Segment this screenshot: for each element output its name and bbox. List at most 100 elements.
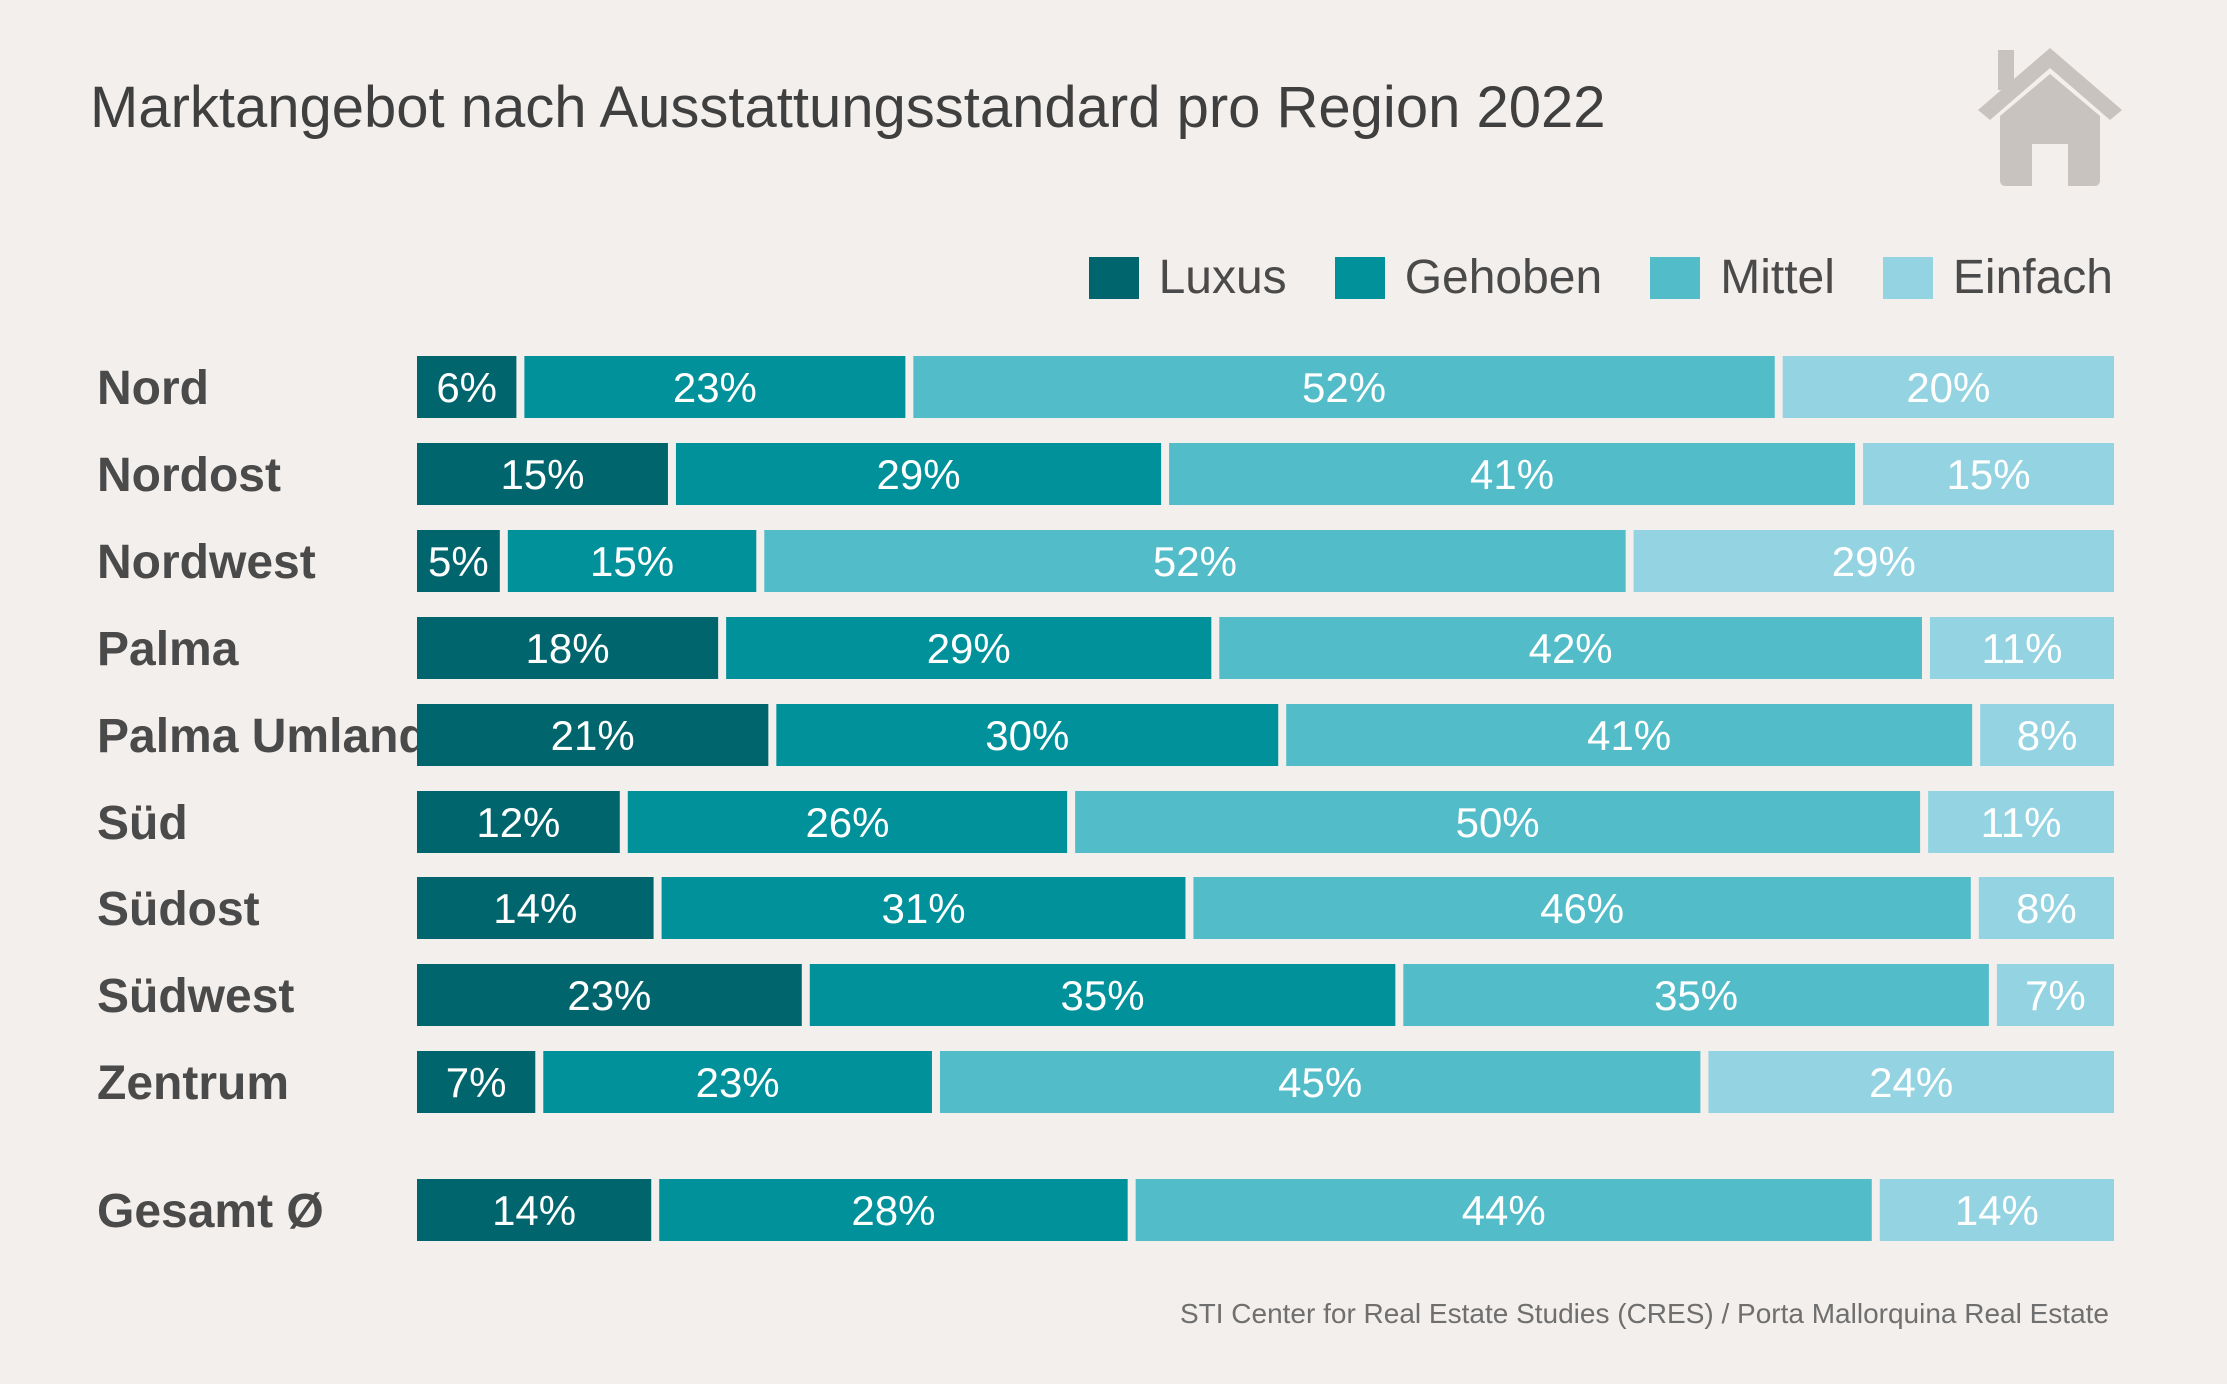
chart-title: Marktangebot nach Ausstattungsstandard p… (90, 75, 1606, 140)
house-icon (1978, 48, 2122, 186)
value-label-gesamt-avg-gehoben: 28% (851, 1187, 935, 1234)
bar-nordost-mittel (1169, 443, 1856, 505)
bar-zentrum-luxus (417, 1051, 536, 1113)
bar-südost-luxus (417, 877, 654, 939)
bar-palma-umland-einfach (1980, 704, 2114, 766)
value-label-südwest-luxus: 23% (567, 972, 651, 1019)
value-label-nordost-gehoben: 29% (877, 451, 961, 498)
value-label-palma-gehoben: 29% (927, 625, 1011, 672)
value-label-süd-luxus: 12% (476, 799, 560, 846)
value-label-nordost-luxus: 15% (500, 451, 584, 498)
legend: Luxus Gehoben Mittel Einfach (1088, 250, 2113, 305)
category-label-zentrum: Zentrum (97, 1057, 289, 1110)
bar-nord-mittel (913, 356, 1775, 418)
legend-item-einfach: Einfach (1882, 250, 2113, 305)
bar-süd-luxus (417, 791, 620, 853)
bar-südwest-mittel (1403, 964, 1989, 1026)
legend-item-mittel: Mittel (1650, 250, 1835, 305)
value-label-zentrum-einfach: 24% (1869, 1059, 1953, 1106)
bar-süd-gehoben (627, 791, 1068, 853)
value-label-zentrum-luxus: 7% (446, 1059, 507, 1106)
value-label-palma-umland-einfach: 8% (2017, 712, 2078, 759)
bar-zentrum-gehoben (543, 1051, 932, 1113)
value-label-gesamt-avg-mittel: 44% (1462, 1187, 1546, 1234)
value-label-süd-einfach: 11% (1981, 799, 2062, 846)
legend-item-gehoben: Gehoben (1334, 250, 1603, 305)
value-label-gesamt-avg-einfach: 14% (1955, 1187, 2039, 1234)
value-label-nord-gehoben: 23% (673, 364, 757, 411)
legend-swatch-gehoben (1334, 256, 1385, 299)
value-label-palma-umland-mittel: 41% (1587, 712, 1671, 759)
value-label-südost-mittel: 46% (1540, 885, 1624, 932)
bar-nord-luxus (417, 356, 517, 418)
bar-nord-einfach (1782, 356, 2114, 418)
legend-item-luxus: Luxus (1088, 250, 1287, 305)
category-label-süd: Süd (97, 797, 188, 850)
value-label-nordost-mittel: 41% (1470, 451, 1554, 498)
category-label-gesamt-avg: Gesamt Ø (97, 1185, 324, 1238)
value-label-südost-einfach: 8% (2016, 885, 2077, 932)
bar-palma-umland-gehoben (776, 704, 1279, 766)
value-label-südwest-gehoben: 35% (1061, 972, 1145, 1019)
value-label-südwest-einfach: 7% (2025, 972, 2086, 1019)
category-label-südwest: Südwest (97, 970, 294, 1023)
bar-nordost-luxus (417, 443, 668, 505)
value-label-zentrum-gehoben: 23% (696, 1059, 780, 1106)
bar-südost-mittel (1193, 877, 1971, 939)
bar-gesamt-avg-luxus (417, 1179, 652, 1241)
bar-nord-gehoben (524, 356, 906, 418)
legend-swatch-luxus (1088, 256, 1139, 299)
category-label-nordost: Nordost (97, 449, 281, 502)
bar-nordwest-einfach (1633, 530, 2114, 592)
bar-palma-mittel (1219, 617, 1922, 679)
value-label-palma-umland-luxus: 21% (551, 712, 635, 759)
value-label-palma-luxus: 18% (526, 625, 610, 672)
value-label-gesamt-avg-luxus: 14% (492, 1187, 576, 1234)
value-label-palma-umland-gehoben: 30% (985, 712, 1069, 759)
bar-südwest-luxus (417, 964, 802, 1026)
value-label-südost-gehoben: 31% (881, 885, 965, 932)
value-label-südwest-mittel: 35% (1654, 972, 1738, 1019)
bar-zentrum-einfach (1708, 1051, 2114, 1113)
value-label-palma-mittel: 42% (1529, 625, 1613, 672)
value-label-nordost-einfach: 15% (1946, 451, 2030, 498)
legend-swatch-einfach (1882, 256, 1933, 299)
value-label-süd-gehoben: 26% (805, 799, 889, 846)
bar-gesamt-avg-mittel (1135, 1179, 1872, 1241)
bar-nordost-gehoben (675, 443, 1162, 505)
bar-nordwest-luxus (417, 530, 500, 592)
bar-südost-einfach (1978, 877, 2114, 939)
legend-label-gehoben: Gehoben (1404, 251, 1603, 304)
bar-süd-einfach (1928, 791, 2114, 853)
value-label-südost-luxus: 14% (493, 885, 577, 932)
category-label-südost: Südost (97, 883, 260, 936)
bar-gesamt-avg-gehoben (659, 1179, 1128, 1241)
legend-label-einfach: Einfach (1952, 251, 2113, 304)
value-label-süd-mittel: 50% (1456, 799, 1540, 846)
legend-swatch-mittel (1650, 256, 1701, 299)
value-label-zentrum-mittel: 45% (1278, 1059, 1362, 1106)
bar-nordwest-mittel (764, 530, 1626, 592)
value-label-nordwest-mittel: 52% (1153, 538, 1237, 585)
category-label-nord: Nord (97, 362, 209, 415)
value-label-nord-einfach: 20% (1906, 364, 1990, 411)
value-label-nordwest-luxus: 5% (428, 538, 489, 585)
legend-label-mittel: Mittel (1720, 251, 1835, 304)
value-label-nordwest-einfach: 29% (1832, 538, 1916, 585)
bar-gesamt-avg-einfach (1879, 1179, 2114, 1241)
bar-süd-mittel (1075, 791, 1921, 853)
bar-südwest-gehoben (809, 964, 1396, 1026)
category-label-palma-umland: Palma Umland (97, 710, 428, 763)
bar-palma-umland-luxus (417, 704, 769, 766)
bar-nordwest-gehoben (507, 530, 757, 592)
bar-palma-gehoben (726, 617, 1212, 679)
source-note: STI Center for Real Estate Studies (CRES… (1179, 1298, 2109, 1329)
bar-südwest-einfach (1996, 964, 2114, 1026)
bar-palma-luxus (417, 617, 719, 679)
category-label-palma: Palma (97, 623, 239, 676)
bar-palma-einfach (1929, 617, 2114, 679)
bar-zentrum-mittel (939, 1051, 1701, 1113)
value-label-nord-mittel: 52% (1302, 364, 1386, 411)
legend-label-luxus: Luxus (1158, 251, 1287, 304)
bar-palma-umland-mittel (1286, 704, 1973, 766)
